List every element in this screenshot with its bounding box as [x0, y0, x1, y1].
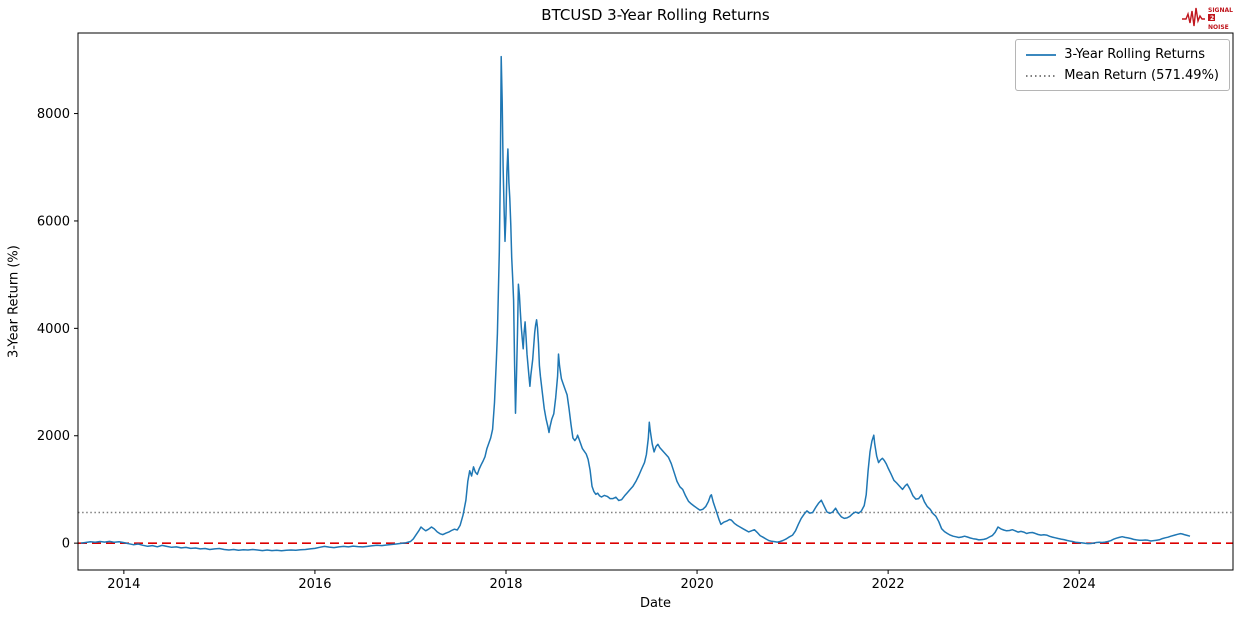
legend-label-series: 3-Year Rolling Returns [1064, 47, 1206, 62]
signal2noise-logo: SIGNAL 2 NOISE [1182, 7, 1233, 31]
y-tick-label: 0 [62, 537, 70, 552]
x-tick-label: 2014 [107, 577, 140, 592]
chart-title: BTCUSD 3-Year Rolling Returns [541, 6, 770, 24]
dotted-line-sample-icon [1026, 74, 1057, 77]
y-tick-label: 2000 [37, 429, 70, 444]
x-axis-ticks: 2014 2016 2018 2020 2022 2024 [107, 570, 1096, 592]
logo-text-mid: 2 [1210, 15, 1214, 22]
x-tick-label: 2022 [872, 577, 905, 592]
legend-label-mean: Mean Return (571.49%) [1064, 68, 1219, 83]
x-axis-label: Date [639, 596, 672, 611]
solid-line-sample-icon [1026, 53, 1057, 56]
y-tick-label: 6000 [37, 214, 70, 229]
logo-text-top: SIGNAL [1208, 7, 1233, 14]
logo-text-bottom: NOISE [1208, 24, 1229, 31]
y-tick-label: 8000 [37, 107, 70, 122]
x-tick-label: 2020 [681, 577, 714, 592]
y-axis-ticks: 0 2000 4000 6000 8000 [37, 107, 78, 552]
y-axis-label: 3-Year Return (%) [6, 245, 22, 358]
legend: 3-Year Rolling Returns Mean Return (571.… [1015, 39, 1230, 91]
axes-frame [77, 32, 1234, 571]
x-tick-label: 2024 [1063, 577, 1096, 592]
legend-item-mean: Mean Return (571.49%) [1026, 68, 1219, 83]
y-tick-label: 4000 [37, 322, 70, 337]
x-tick-label: 2018 [489, 577, 522, 592]
heartbeat-icon [1182, 7, 1205, 27]
legend-item-series: 3-Year Rolling Returns [1026, 47, 1219, 62]
x-tick-label: 2016 [298, 577, 331, 592]
rolling-returns-line [80, 55, 1191, 552]
